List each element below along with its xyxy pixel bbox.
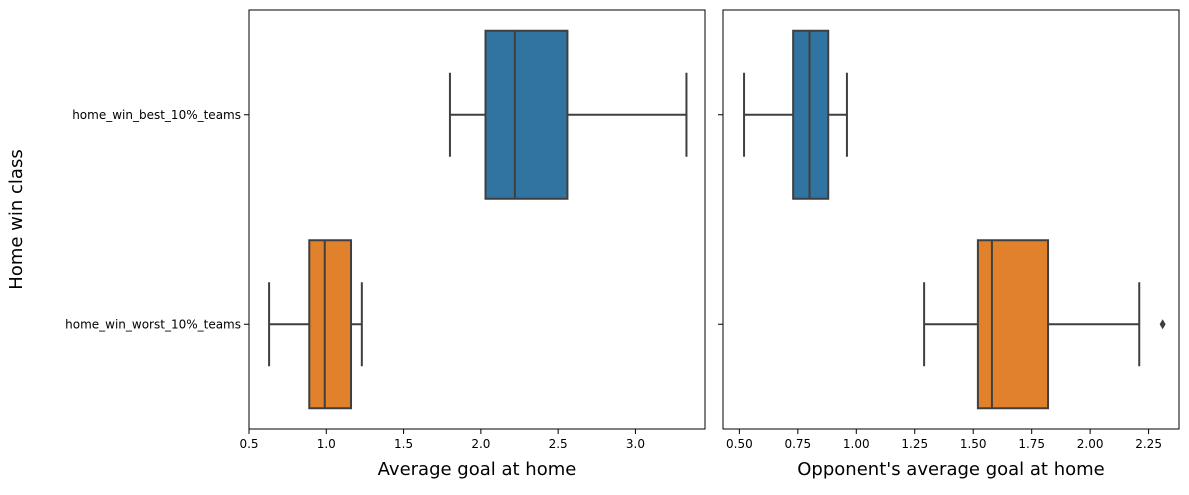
x-tick-label: 3.0 [626, 437, 645, 451]
x-axis-title: Opponent's average goal at home [797, 459, 1104, 480]
box-group-home-win-worst-10-teams [268, 239, 363, 410]
x-tick-label: 0.5 [239, 437, 258, 451]
left-boxplot-panel: 0.5 1.0 1.5 2.0 2.5 3.0 home_win_best_10%_team… [6, 9, 706, 480]
outlier-point [1159, 319, 1166, 330]
x-tick-label: 1.75 [1018, 437, 1045, 451]
x-tick-label: 1.5 [394, 437, 413, 451]
box-group-home-win-best-10-teams [743, 29, 848, 200]
box-group-home-win-best-10-teams [448, 29, 688, 200]
iqr-box [792, 29, 830, 200]
x-tick-label: 1.0 [317, 437, 336, 451]
x-tick-label: 2.25 [1135, 437, 1162, 451]
iqr-box [308, 239, 353, 410]
x-axis-title: Average goal at home [378, 459, 577, 480]
x-tick-label: 2.0 [471, 437, 490, 451]
y-tick-label-home-win-worst-10-teams: home_win_worst_10%_teams [65, 317, 241, 331]
x-tick-label: 2.5 [549, 437, 568, 451]
plot-frame [248, 9, 706, 430]
right-boxplot-panel: 0.50 0.75 1.00 1.25 1.50 1.75 2.00 2.25 Opponent… [718, 9, 1180, 480]
x-tick-label: 1.50 [960, 437, 987, 451]
x-tick-label: 1.25 [901, 437, 928, 451]
box-group-home-win-worst-10-teams [923, 239, 1166, 410]
x-tick-label: 0.75 [784, 437, 811, 451]
x-tick-label: 0.50 [726, 437, 753, 451]
iqr-box [484, 29, 569, 200]
iqr-box [976, 239, 1050, 410]
y-axis-title: Home win class [6, 149, 27, 289]
y-tick-label-home-win-best-10-teams: home_win_best_10%_teams [72, 108, 241, 122]
x-tick-label: 1.00 [843, 437, 870, 451]
plot-frame [722, 9, 1180, 430]
x-tick-label: 2.00 [1077, 437, 1104, 451]
